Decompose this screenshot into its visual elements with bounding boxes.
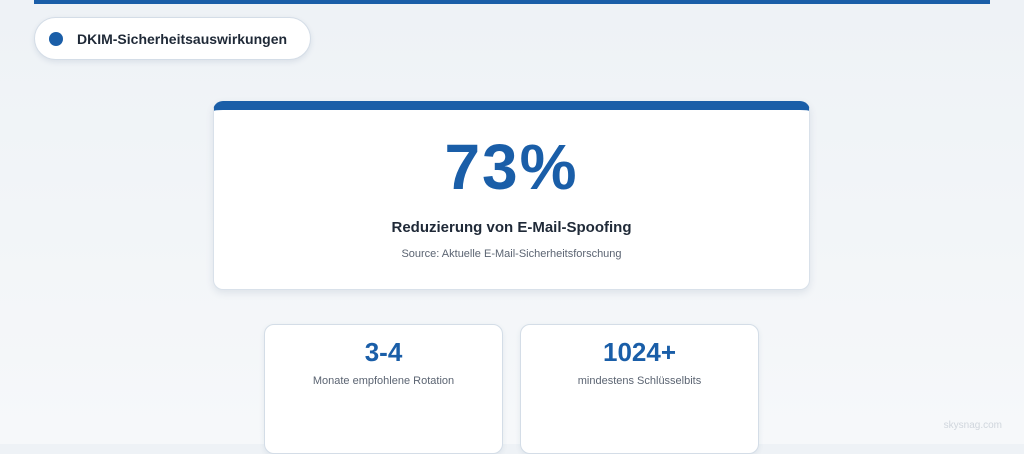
stat-value: 3-4 [364,337,403,367]
stat-value: 1024+ [602,337,677,367]
stat-card-rotation: 3-4 Monate empfohlene Rotation [264,324,503,454]
hero-value: 73% [444,131,579,203]
hero-source: Source: Aktuelle E-Mail-Sicherheitsforsc… [401,248,622,260]
section-pill: DKIM-Sicherheitsauswirkungen [34,17,311,60]
top-accent-bar [34,0,990,4]
watermark: skysnag.com [943,420,1002,431]
stat-label: mindestens Schlüsselbits [577,375,702,387]
stat-card-keybits: 1024+ mindestens Schlüsselbits [520,324,759,454]
section-title: DKIM-Sicherheitsauswirkungen [77,30,288,47]
stat-label: Monate empfohlene Rotation [312,375,455,387]
bullet-dot-icon [49,31,63,46]
hero-stat-card: 73% Reduzierung von E-Mail-Spoofing Sour… [213,101,810,290]
hero-title: Reduzierung von E-Mail-Spoofing [391,219,632,236]
